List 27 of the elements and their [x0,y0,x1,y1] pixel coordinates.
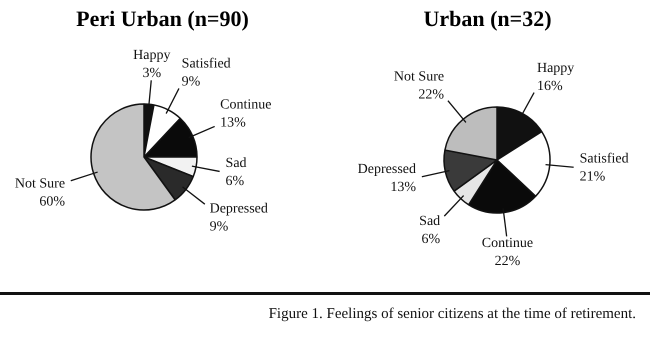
slice-label: Sad [226,156,247,172]
slice-label: Continue [482,236,534,252]
slice-label: Happy [133,48,170,64]
data-label: 6% [226,174,245,190]
data-label: 22% [418,88,444,103]
slice-label: Happy [536,60,574,76]
caption: Figure 1. Feelings of senior citizens at the time of retirement. [268,306,636,323]
slice-label: Depressed [358,162,416,177]
data-label: 13% [220,116,246,131]
data-label: 22% [494,254,521,270]
slice-label: Satisfied [580,151,629,166]
data-label: 9% [182,74,201,90]
data-label: 3% [142,66,162,82]
slice-label: Sad [419,214,440,230]
data-label: 6% [422,232,441,248]
slice-label: Not Sure [394,70,444,85]
data-label: 9% [210,220,229,235]
slice-label: Not Sure [14,176,66,192]
chart-title: Urban (n=32) [422,6,553,32]
data-label: 60% [39,194,66,210]
slice-label: Depressed [210,202,268,217]
data-label: 13% [390,180,416,195]
data-label: 21% [580,169,606,184]
slice-label: Satisfied [182,56,231,72]
slice-label: Continue [220,98,272,113]
data-label: 16% [536,78,563,94]
chart-title: Peri Urban (n=90) [75,6,250,32]
